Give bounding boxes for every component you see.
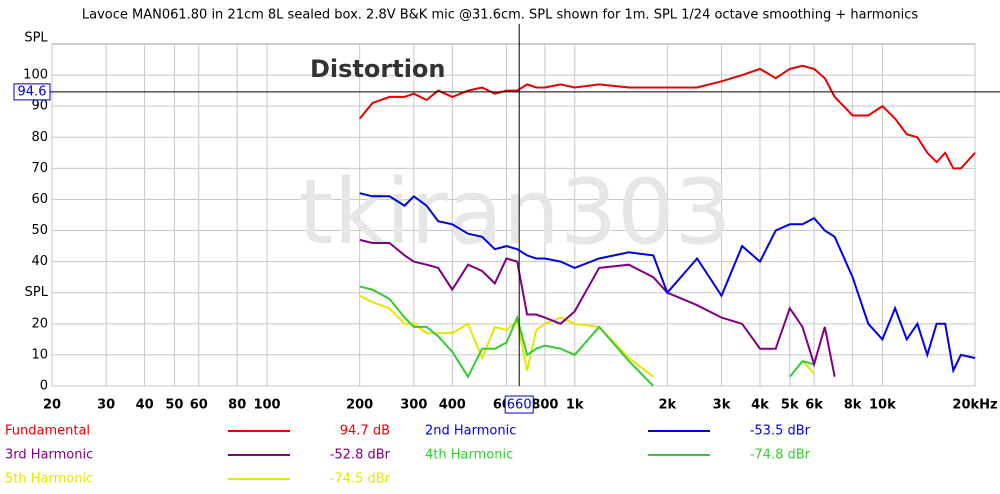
y-tick-label: 60 — [31, 192, 48, 207]
cursor-y-label: 94.6 — [18, 84, 47, 99]
y-tick-label: 40 — [31, 254, 48, 269]
x-tick-label: 4k — [751, 398, 769, 413]
legend-label: 2nd Harmonic — [425, 424, 516, 439]
cursor-box — [13, 83, 51, 101]
chart-title: Lavoce MAN061.80 in 21cm 8L sealed box. … — [82, 8, 918, 23]
y-tick-label: 50 — [31, 223, 48, 238]
legend-readout: -74.8 dBr — [750, 448, 811, 463]
x-tick-label: 40 — [136, 398, 154, 413]
x-tick-label: 8k — [844, 398, 862, 413]
cursor-box — [504, 395, 534, 414]
legend-readout: -53.5 dBr — [750, 424, 811, 439]
y-tick-label: 100 — [23, 68, 48, 83]
legend-readout: -52.8 dBr — [330, 448, 391, 463]
x-tick-label: 10k — [869, 398, 896, 413]
watermark: tkiran303 — [298, 160, 731, 265]
legend-readout: 94.7 dB — [340, 424, 390, 439]
x-tick-label: 2k — [658, 398, 676, 413]
cursor-x-label: 660 — [507, 398, 532, 413]
x-tick-label: 5k — [781, 398, 799, 413]
series-line — [359, 294, 815, 378]
x-tick-label: 800 — [531, 398, 558, 413]
x-tick-label: 20kHz — [952, 398, 997, 413]
x-tick-label: 300 — [400, 398, 427, 413]
x-tick-label: 200 — [346, 398, 373, 413]
y-tick-label: 10 — [31, 347, 48, 362]
annotation: Distortion — [310, 55, 446, 83]
x-tick-label: 1k — [566, 398, 584, 413]
legend-label: 5th Harmonic — [5, 472, 93, 487]
series-line — [359, 192, 976, 374]
x-tick-label: 60 — [190, 398, 208, 413]
y-tick-label: 80 — [31, 130, 48, 145]
x-tick-label: 400 — [439, 398, 466, 413]
x-tick-label: 6k — [805, 398, 823, 413]
legend-label: 3rd Harmonic — [5, 448, 93, 463]
x-tick-label: 20 — [43, 398, 61, 413]
x-tick-label: 80 — [228, 398, 246, 413]
y-tick-label: SPL — [25, 285, 49, 300]
y-tick-label: 20 — [31, 316, 48, 331]
legend-readout: -74.5 dBr — [330, 472, 391, 487]
plot-area — [51, 43, 976, 387]
legend-label: Fundamental — [5, 424, 90, 439]
x-tick-label: 30 — [97, 398, 115, 413]
series-line — [359, 285, 815, 387]
y-tick-label: 90 — [31, 99, 48, 114]
series-line — [359, 238, 836, 377]
legend-label: 4th Harmonic — [425, 448, 513, 463]
x-tick-label: 50 — [165, 398, 183, 413]
x-tick-label: 3k — [713, 398, 731, 413]
y-tick-label: 0 — [40, 379, 48, 394]
y-tick-label: 70 — [31, 161, 48, 176]
y-axis-label: SPL — [24, 31, 48, 46]
x-tick-label: 100 — [253, 398, 280, 413]
series-line — [358, 64, 976, 170]
